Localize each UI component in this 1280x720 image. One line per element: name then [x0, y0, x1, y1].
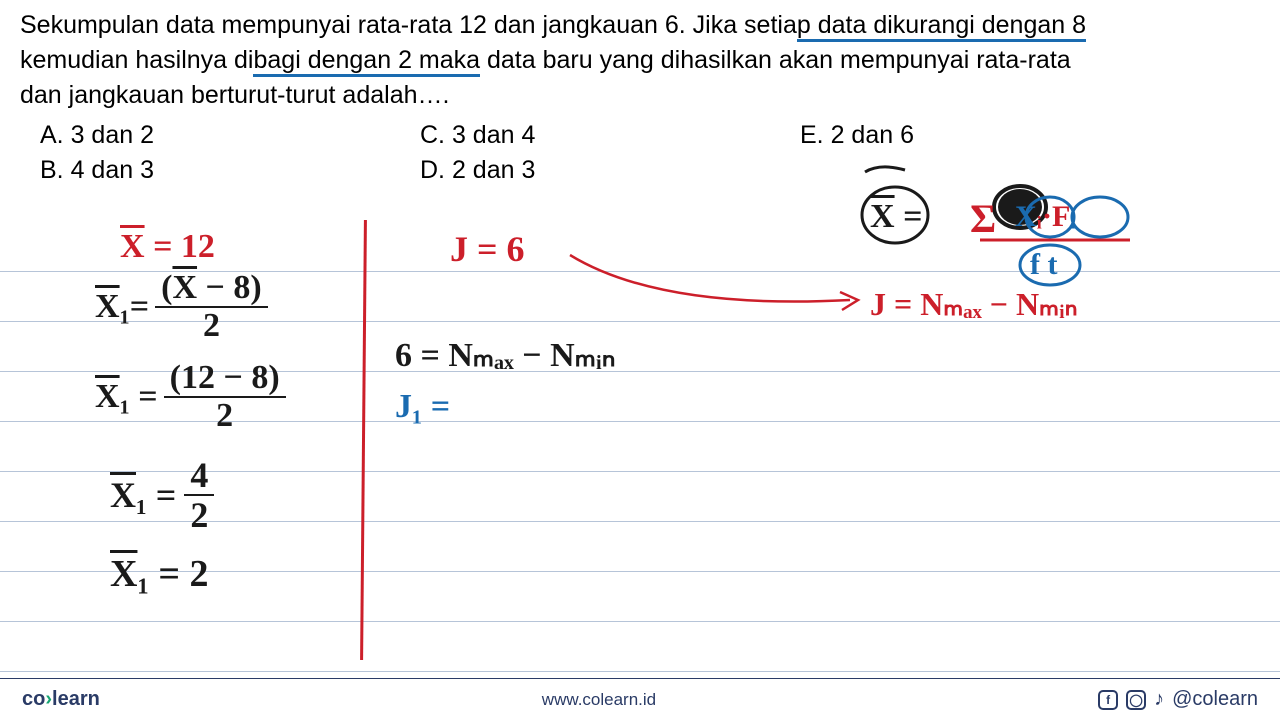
footer: co›learn www.colearn.id f ◯ ♪ @colearn	[0, 678, 1280, 720]
ft-denom: f t	[1030, 248, 1057, 282]
option-e: E. 2 dan 6	[800, 121, 1100, 150]
j-definition: J = Nₘₐₓ − Nₘᵢₙ	[870, 285, 1077, 323]
logo: co›learn	[22, 688, 100, 711]
x1-formula-num: (X − 8)	[155, 272, 268, 308]
q-line1b-underlined: p data dikurangi dengan 8	[797, 11, 1086, 42]
option-a: A. 3 dan 2	[40, 121, 420, 150]
option-c: C. 3 dan 4	[420, 121, 800, 150]
tiktok-icon: ♪	[1154, 688, 1164, 711]
x1-fraction: X₁ = 4 2	[110, 458, 214, 532]
q-line2a: kemudian hasilnya di	[20, 46, 253, 74]
q-line2b-underlined: bagi dengan 2 maka	[253, 46, 480, 77]
site-url: www.colearn.id	[542, 690, 656, 710]
j-equals-6: J = 6	[450, 228, 525, 270]
question-text: Sekumpulan data mempunyai rata-rata 12 d…	[0, 0, 1280, 117]
six-eq-nmax-nmin: 6 = Nₘₐₓ − Nₘᵢₙ	[395, 335, 615, 375]
option-d: D. 2 dan 3	[420, 156, 800, 185]
x1-formula-den: 2	[203, 308, 220, 342]
x1-sub-den: 2	[216, 398, 233, 432]
facebook-icon: f	[1098, 690, 1118, 710]
option-b: B. 4 dan 3	[40, 156, 420, 185]
x1-frac-num: 4	[184, 458, 214, 496]
x1-substitution: X₁ = (12 − 8) 2	[95, 362, 286, 433]
x1-sub-num: (12 − 8)	[164, 362, 286, 398]
curved-arrow	[560, 240, 900, 320]
instagram-icon: ◯	[1126, 690, 1146, 710]
x1-formula: X₁= (X − 8) 2	[95, 272, 268, 343]
sigma-symbol: Σ	[970, 195, 996, 242]
social-links: f ◯ ♪ @colearn	[1098, 688, 1258, 711]
q-line1a: Sekumpulan data mempunyai rata-rata 12 d…	[20, 11, 797, 39]
q-line3: dan jangkauan berturut-turut adalah….	[20, 81, 449, 109]
xbar-symbol: X =	[870, 198, 922, 236]
q-line2c: data baru yang dihasilkan akan mempunyai…	[480, 46, 1071, 74]
x1-frac-den: 2	[190, 496, 208, 532]
xi-fi: Xᵢ·Fᵢ	[1015, 200, 1076, 234]
logo-dot: ›	[45, 688, 52, 710]
bar-tick	[860, 160, 920, 178]
x1-result: X₁ = 2	[110, 552, 209, 596]
social-handle: @colearn	[1172, 688, 1258, 711]
logo-co: co	[22, 688, 45, 710]
logo-learn: learn	[52, 688, 100, 710]
j1-equals: J₁ =	[395, 388, 450, 426]
xbar-equals-12: X = 12	[120, 228, 215, 266]
